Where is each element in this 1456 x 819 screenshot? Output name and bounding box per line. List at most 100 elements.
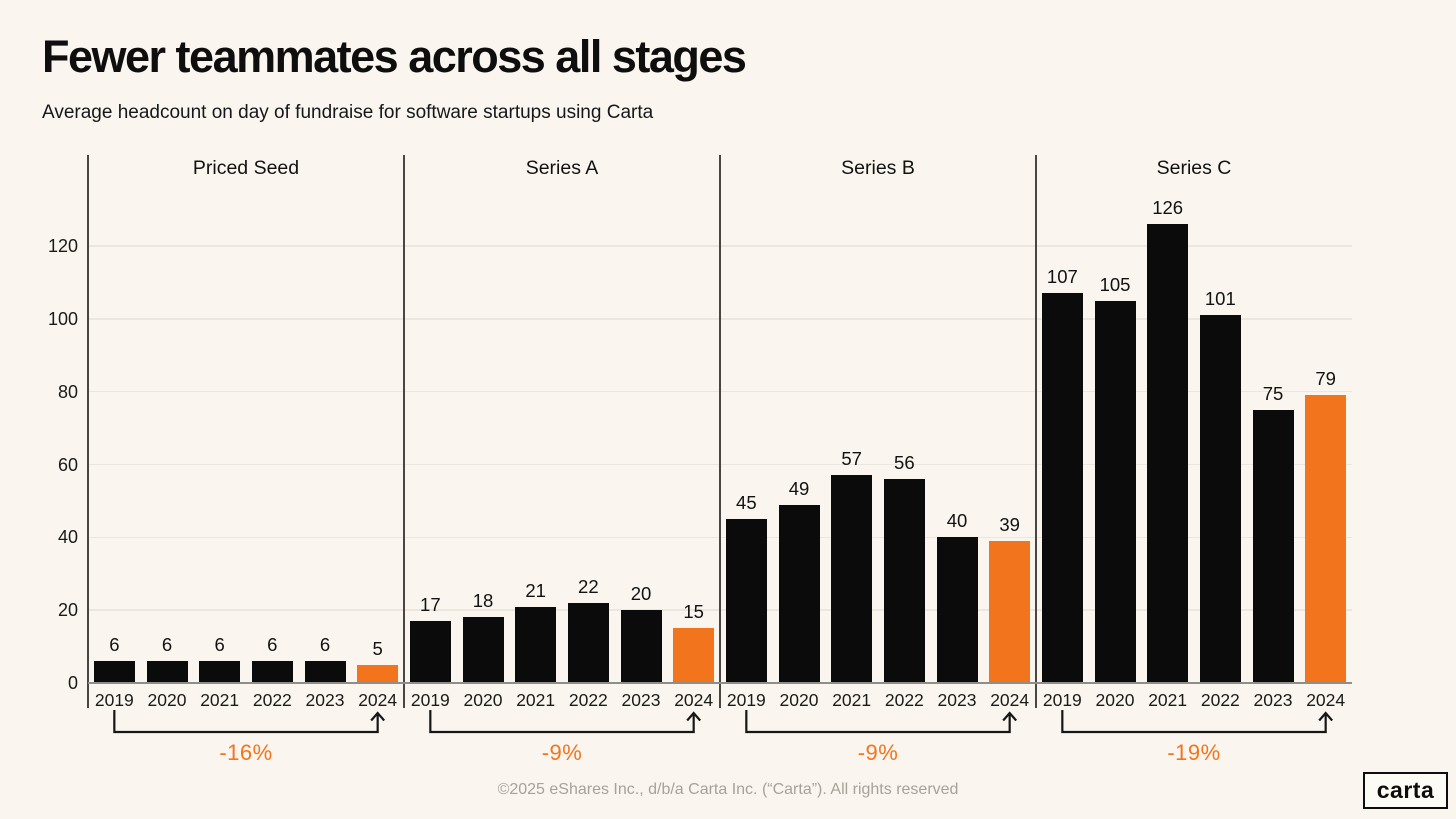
y-axis-tick-label: 60	[57, 454, 78, 475]
bar-value-label: 17	[420, 594, 441, 616]
x-axis-tick-label: 2024	[1306, 690, 1346, 710]
bar-value-label: 15	[683, 601, 704, 623]
bar	[1199, 315, 1241, 683]
bar	[778, 504, 820, 683]
carta-logo: carta	[1363, 772, 1448, 809]
y-axis-tick-label: 80	[57, 381, 78, 402]
bar-value-label: 6	[214, 634, 225, 656]
bar-value-label: 107	[1046, 266, 1078, 288]
panel-divider	[403, 155, 405, 708]
x-axis-tick-label: 2023	[1253, 690, 1293, 710]
panel-header: Priced Seed	[192, 157, 300, 179]
x-axis-tick-label: 2023	[937, 690, 977, 710]
footer-copyright: ©2025 eShares Inc., d/b/a Carta Inc. (“C…	[497, 781, 959, 798]
bar-value-label: 101	[1204, 288, 1236, 310]
change-percent-label: -9%	[541, 740, 583, 765]
y-axis-tick-label: 0	[67, 673, 78, 693]
x-axis-tick-label: 2020	[1095, 690, 1135, 710]
panel-divider	[719, 155, 721, 708]
carta-logo-text: carta	[1376, 777, 1435, 803]
bar	[725, 519, 767, 683]
bar	[936, 537, 978, 683]
bar-value-label: 126	[1152, 197, 1184, 219]
change-percent-label: -19%	[1167, 740, 1221, 765]
bar	[567, 602, 609, 683]
bar-highlighted	[357, 664, 399, 683]
bar	[620, 610, 662, 683]
bar-value-label: 21	[525, 579, 546, 601]
bar-value-label: 57	[841, 448, 862, 470]
bar-value-label: 75	[1262, 382, 1284, 404]
x-axis-tick-label: 2019	[726, 690, 766, 710]
chart-area: 0 20 40 60 80 100 120 Priced Seed 6 2019 6 2020 6 202…	[48, 155, 1352, 780]
y-axis-tick-label: 100	[47, 308, 78, 329]
x-axis-tick-label: 2022	[884, 690, 924, 710]
bar-value-label: 6	[319, 634, 331, 656]
bar-highlighted	[673, 628, 715, 683]
x-axis-tick-label: 2019	[1042, 690, 1082, 710]
change-bracket-arrow	[1061, 710, 1333, 734]
x-axis-tick-label: 2022	[1200, 690, 1240, 710]
bar	[462, 617, 504, 683]
panel-header: Series B	[841, 157, 915, 179]
bar-value-label: 20	[630, 583, 652, 605]
bar	[409, 621, 451, 683]
panel-header: Series C	[1156, 157, 1232, 179]
bar	[251, 661, 293, 683]
bar-value-label: 6	[161, 634, 173, 656]
bar-value-label: 18	[472, 590, 494, 612]
bar-value-label: 6	[109, 634, 120, 656]
panel-series-b: Series B 45 2019 49 2020 57 2021 56 2022 40 2023 39…	[720, 155, 1036, 780]
bar-value-label: 39	[999, 513, 1020, 535]
bar	[1094, 300, 1136, 683]
x-axis-tick-label: 2022	[252, 690, 292, 710]
panel-series-a: Series A 17 2019 18 2020 21 2021 22 2022 20 2023 15…	[404, 155, 720, 780]
y-axis-tick-label: 40	[57, 527, 78, 548]
x-axis-tick-label: 2021	[200, 690, 240, 710]
change-bracket-arrow	[113, 710, 385, 734]
x-axis-tick-label: 2024	[990, 690, 1030, 710]
change-bracket-arrow	[429, 710, 701, 734]
bar	[883, 479, 925, 683]
bar-value-label: 6	[267, 634, 278, 656]
x-axis-tick-label: 2024	[358, 690, 398, 710]
bar-value-label: 45	[736, 492, 757, 514]
x-axis-tick-label: 2019	[94, 690, 134, 710]
bar	[146, 661, 188, 683]
bar	[304, 661, 346, 683]
x-axis-tick-label: 2020	[463, 690, 503, 710]
panel-priced-seed: Priced Seed 6 2019 6 2020 6 2021 6 2022 6 2023 5 202…	[88, 155, 404, 780]
bar	[831, 475, 873, 683]
bar	[93, 661, 135, 683]
x-axis-tick-label: 2021	[832, 690, 872, 710]
x-axis-line	[88, 682, 1352, 685]
y-axis-tick-label: 120	[47, 236, 78, 257]
panel-series-c: Series C 107 2019 105 2020 126 2021 101 2022 75 20…	[1036, 155, 1352, 780]
bar-highlighted	[989, 540, 1031, 683]
bar-value-label: 49	[788, 477, 810, 499]
x-axis-tick-label: 2020	[147, 690, 187, 710]
bar-value-label: 56	[894, 452, 915, 474]
change-bracket-arrow	[745, 710, 1017, 734]
x-axis-tick-label: 2020	[779, 690, 819, 710]
bar	[1041, 293, 1083, 683]
bar-highlighted	[1305, 395, 1347, 683]
x-axis-tick-label: 2023	[621, 690, 661, 710]
bar	[1252, 409, 1294, 683]
x-axis-tick-label: 2019	[410, 690, 450, 710]
bar-value-label: 105	[1099, 273, 1131, 295]
page-title: Fewer teammates across all stages	[42, 31, 747, 82]
bar	[1147, 224, 1189, 683]
y-axis-line	[87, 155, 89, 708]
x-axis-tick-label: 2022	[568, 690, 608, 710]
bar	[515, 606, 557, 683]
y-axis-tick-label: 20	[57, 600, 78, 621]
bar-value-label: 79	[1315, 368, 1336, 390]
bar	[199, 661, 241, 683]
change-percent-label: -16%	[219, 740, 273, 765]
bar-value-label: 40	[946, 510, 968, 532]
x-axis-tick-label: 2021	[1148, 690, 1188, 710]
panel-header: Series A	[525, 157, 599, 179]
change-percent-label: -9%	[857, 740, 899, 765]
